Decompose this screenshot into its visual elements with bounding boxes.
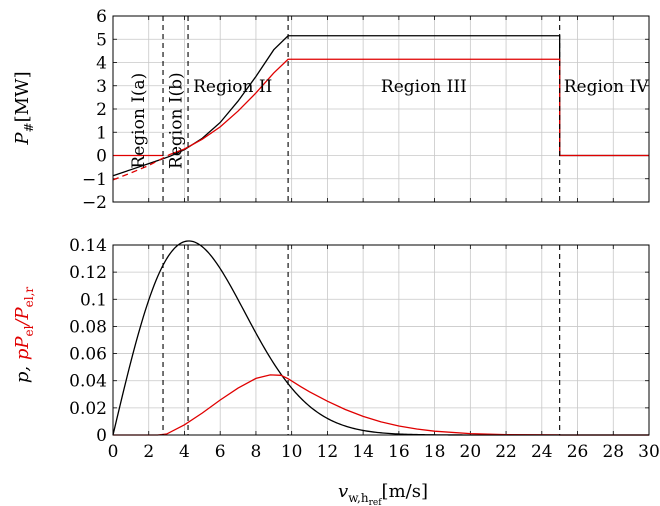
top-y-tick-label: 1 <box>96 123 107 143</box>
top-plot-frame <box>112 15 650 203</box>
bottom-plot-frame <box>112 244 650 436</box>
top-series-line-1 <box>112 35 649 177</box>
x-tick-label: 30 <box>638 442 660 462</box>
x-tick-label: 20 <box>460 442 482 462</box>
x-tick-label: 4 <box>179 442 190 462</box>
top-y-tick-label: 6 <box>96 7 107 27</box>
top-y-tick-label: 2 <box>96 100 107 120</box>
bottom-panel-probability: 00.020.040.060.080.10.120.140 2 4 6 8 10 12 14 1… <box>69 236 660 462</box>
region-label: Region III <box>381 77 467 97</box>
region-label: Region I(a) <box>129 73 149 169</box>
bottom-y-tick-label: 0 <box>96 426 107 446</box>
region-label: Region I(b) <box>167 72 187 169</box>
bottom-y-tick-label: 0.12 <box>69 263 107 283</box>
x-tick-label: 8 <box>251 442 262 462</box>
x-tick-label: 2 <box>143 442 154 462</box>
x-tick-label: 6 <box>215 442 226 462</box>
bottom-y-tick-label: 0.08 <box>69 317 107 337</box>
bottom-series-line-2 <box>113 374 649 436</box>
x-tick-label: 28 <box>602 442 624 462</box>
x-tick-label: 22 <box>495 442 517 462</box>
region-label: Region II <box>193 77 272 97</box>
x-tick-label: 16 <box>388 442 410 462</box>
bottom-y-tick-label: 0.14 <box>69 236 107 256</box>
x-axis-label: vw,href[m/s] <box>338 481 428 506</box>
bottom-y-tick-label: 0.06 <box>69 345 107 365</box>
x-tick-label: 26 <box>567 442 589 462</box>
bottom-series-line-1 <box>112 240 649 436</box>
top-y-axis-label: P#[MW] <box>12 71 36 145</box>
top-y-tick-label: 3 <box>96 77 107 97</box>
top-y-tick-label: 4 <box>96 54 107 74</box>
bottom-y-tick-label: 0.04 <box>69 372 107 392</box>
x-tick-label: 12 <box>317 442 339 462</box>
x-tick-label: 0 <box>108 442 119 462</box>
top-y-tick-label: 0 <box>96 147 107 167</box>
top-y-tick-label: 5 <box>96 30 107 50</box>
bottom-y-axis-label: p, pPel/Pel,r <box>12 287 36 384</box>
x-tick-label: 14 <box>352 442 374 462</box>
x-tick-label: 10 <box>281 442 303 462</box>
top-y-tick-label: −2 <box>82 193 107 213</box>
x-tick-label: 18 <box>424 442 446 462</box>
x-tick-label: 24 <box>531 442 553 462</box>
region-label: Region IV <box>564 77 649 97</box>
bottom-y-tick-label: 0.02 <box>69 399 107 419</box>
bottom-y-tick-label: 0.1 <box>80 290 107 310</box>
top-series-line-3 <box>112 153 171 181</box>
top-y-tick-label: −1 <box>82 170 107 190</box>
top-panel-power: −2 −1 0 1 2 3 4 5 6 Region I(a) Region I(b) Region … <box>82 7 650 213</box>
